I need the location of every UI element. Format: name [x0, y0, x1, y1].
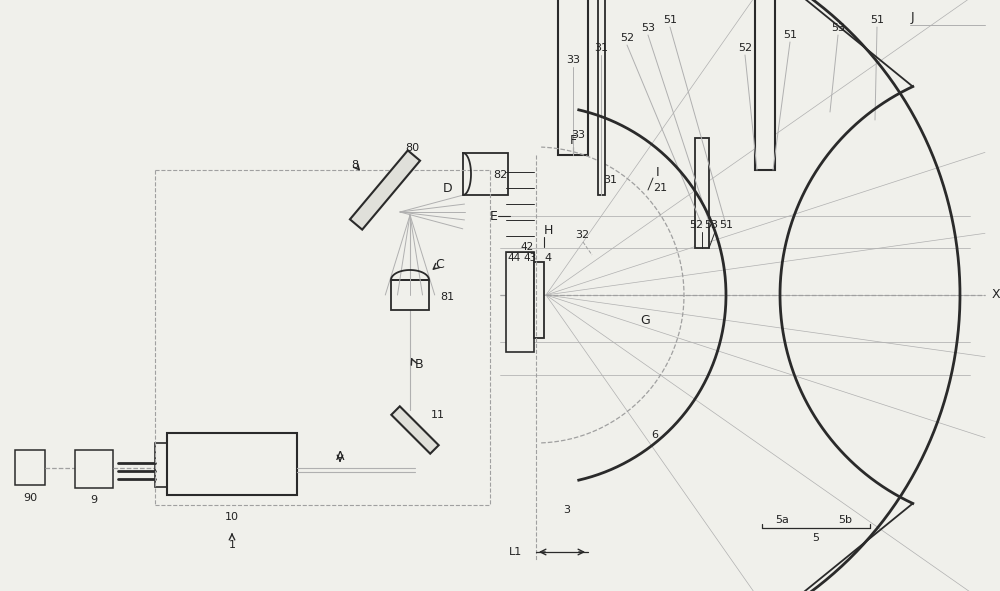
Text: 9: 9: [90, 495, 98, 505]
Bar: [167, 433, 297, 495]
Bar: [15, 450, 45, 485]
Text: 5b: 5b: [838, 515, 852, 525]
Text: 52: 52: [738, 43, 752, 53]
Text: B: B: [415, 359, 424, 372]
Text: 4: 4: [544, 253, 552, 263]
Text: H: H: [543, 223, 553, 236]
Text: 53: 53: [641, 23, 655, 33]
Text: 11: 11: [431, 410, 445, 420]
Text: 44: 44: [507, 253, 521, 263]
Text: G: G: [640, 313, 650, 326]
Bar: [755, 0, 775, 170]
Text: 31: 31: [594, 43, 608, 53]
Text: 81: 81: [440, 292, 454, 302]
Bar: [695, 138, 709, 248]
Polygon shape: [350, 150, 420, 230]
Bar: [391, 280, 429, 310]
Text: E: E: [490, 209, 498, 222]
Text: 10: 10: [225, 512, 239, 522]
Text: F: F: [569, 134, 577, 147]
Text: 21: 21: [653, 183, 667, 193]
Text: 8: 8: [351, 160, 359, 170]
Text: C: C: [436, 258, 444, 271]
Text: 51: 51: [719, 220, 733, 230]
Text: J: J: [910, 11, 914, 24]
Bar: [155, 443, 167, 487]
Polygon shape: [391, 406, 439, 454]
Text: 33: 33: [566, 55, 580, 65]
Bar: [75, 450, 113, 488]
Text: 51: 51: [783, 30, 797, 40]
Text: 51: 51: [870, 15, 884, 25]
Text: A: A: [336, 450, 344, 463]
Text: 3: 3: [564, 505, 570, 515]
Text: 5: 5: [812, 533, 820, 543]
Text: 53: 53: [831, 23, 845, 33]
Text: 53: 53: [704, 220, 718, 230]
Bar: [534, 262, 544, 338]
Text: X: X: [992, 288, 1000, 301]
Text: 32: 32: [575, 230, 589, 240]
Text: D: D: [443, 181, 453, 194]
Bar: [558, 0, 588, 155]
Text: L1: L1: [509, 547, 523, 557]
Text: 51: 51: [663, 15, 677, 25]
Text: 52: 52: [689, 220, 703, 230]
Text: 1: 1: [228, 540, 236, 550]
Text: 43: 43: [523, 253, 537, 263]
Text: 33: 33: [571, 130, 585, 140]
Text: 5a: 5a: [775, 515, 789, 525]
Text: 82: 82: [493, 170, 507, 180]
Bar: [463, 153, 508, 195]
Text: 31: 31: [603, 175, 617, 185]
Text: 6: 6: [652, 430, 658, 440]
Text: 52: 52: [620, 33, 634, 43]
Bar: [598, 0, 605, 195]
Text: 80: 80: [405, 143, 419, 153]
Text: I: I: [656, 167, 660, 180]
Bar: [506, 252, 534, 352]
Text: 42: 42: [520, 242, 534, 252]
Text: 90: 90: [23, 493, 37, 503]
